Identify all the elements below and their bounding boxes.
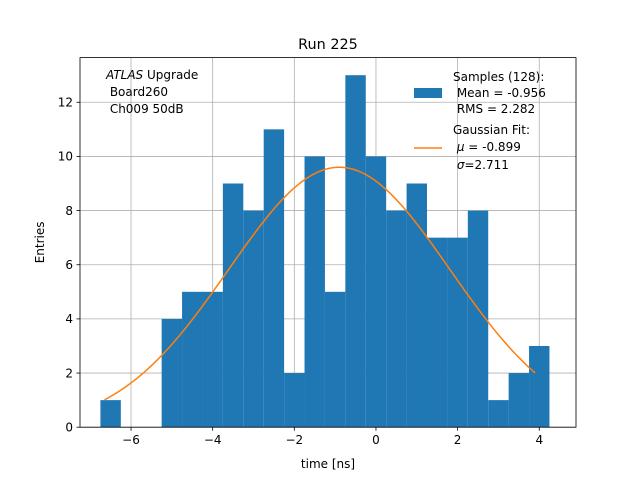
chart-title: Run 225 — [298, 37, 358, 53]
histogram-bar — [406, 183, 427, 428]
x-tick-label: −2 — [285, 433, 303, 447]
legend-sigma-symbol: σ — [457, 158, 465, 172]
annotation-line-2: Board260 — [106, 85, 168, 99]
histogram-bar — [345, 75, 366, 428]
y-tick-label: 2 — [65, 366, 73, 380]
y-tick-label: 0 — [65, 421, 73, 435]
y-tick-label: 4 — [65, 312, 73, 326]
x-tick-label: −6 — [122, 433, 140, 447]
atlas-annotation: ATLAS Upgrade Board260 Ch009 50dB — [105, 68, 198, 116]
y-tick-label: 12 — [58, 96, 73, 110]
x-tick-label: 2 — [454, 433, 462, 447]
legend-fit-line-1: Gaussian Fit: — [453, 123, 530, 137]
histogram-bar — [100, 400, 121, 428]
annotation-line-3: Ch009 50dB — [106, 102, 184, 116]
histogram-bar — [529, 345, 550, 428]
histogram-bar — [467, 210, 489, 428]
histogram-bars — [100, 75, 550, 428]
histogram-bar — [284, 373, 305, 428]
histogram-bar — [304, 156, 325, 428]
x-axis-ticks: −6 −4 −2 0 2 4 — [122, 427, 543, 447]
histogram-bar — [365, 156, 387, 428]
histogram-bar — [161, 318, 183, 428]
histogram-bar — [243, 210, 264, 428]
x-tick-label: 0 — [372, 433, 380, 447]
histogram-bar — [508, 373, 530, 428]
x-tick-label: 4 — [535, 433, 543, 447]
x-axis-label: time [ns] — [301, 457, 355, 471]
legend-fit-sigma: σ=2.711 — [453, 158, 509, 172]
legend-swatch-samples — [414, 88, 442, 98]
histogram-bar — [324, 291, 346, 428]
annotation-atlas: ATLAS — [105, 68, 144, 82]
histogram-bar — [488, 400, 509, 428]
y-axis-ticks: 0 2 4 6 8 10 12 — [58, 96, 80, 435]
histogram-bar — [222, 183, 244, 428]
plot-frame — [79, 57, 577, 428]
legend-samples-line-3: RMS = 2.282 — [453, 102, 535, 116]
legend-samples-line-1: Samples (128): — [453, 70, 544, 84]
histogram-bar — [263, 129, 285, 428]
legend-fit-mu: μ = -0.899 — [453, 140, 521, 154]
annotation-line-1: ATLAS Upgrade — [105, 68, 198, 82]
histogram-bar — [447, 237, 468, 428]
gaussian-fit-line — [104, 166, 536, 401]
histogram-bar — [386, 210, 407, 428]
legend: Samples (128): Mean = -0.956 RMS = 2.282… — [414, 70, 546, 172]
histogram-bar — [426, 237, 448, 428]
legend-mu-value: = -0.899 — [464, 140, 520, 154]
y-tick-label: 8 — [65, 204, 73, 218]
y-tick-label: 10 — [58, 150, 73, 164]
x-tick-label: −4 — [204, 433, 222, 447]
y-axis-label: Entries — [33, 222, 47, 264]
legend-samples-line-2: Mean = -0.956 — [453, 86, 546, 100]
legend-mu-symbol: μ — [456, 140, 465, 154]
annotation-upgrade: Upgrade — [143, 68, 198, 82]
histogram-bar — [182, 291, 203, 428]
legend-sigma-value: =2.711 — [464, 158, 508, 172]
y-tick-label: 6 — [65, 258, 73, 272]
histogram-bar — [202, 291, 223, 428]
